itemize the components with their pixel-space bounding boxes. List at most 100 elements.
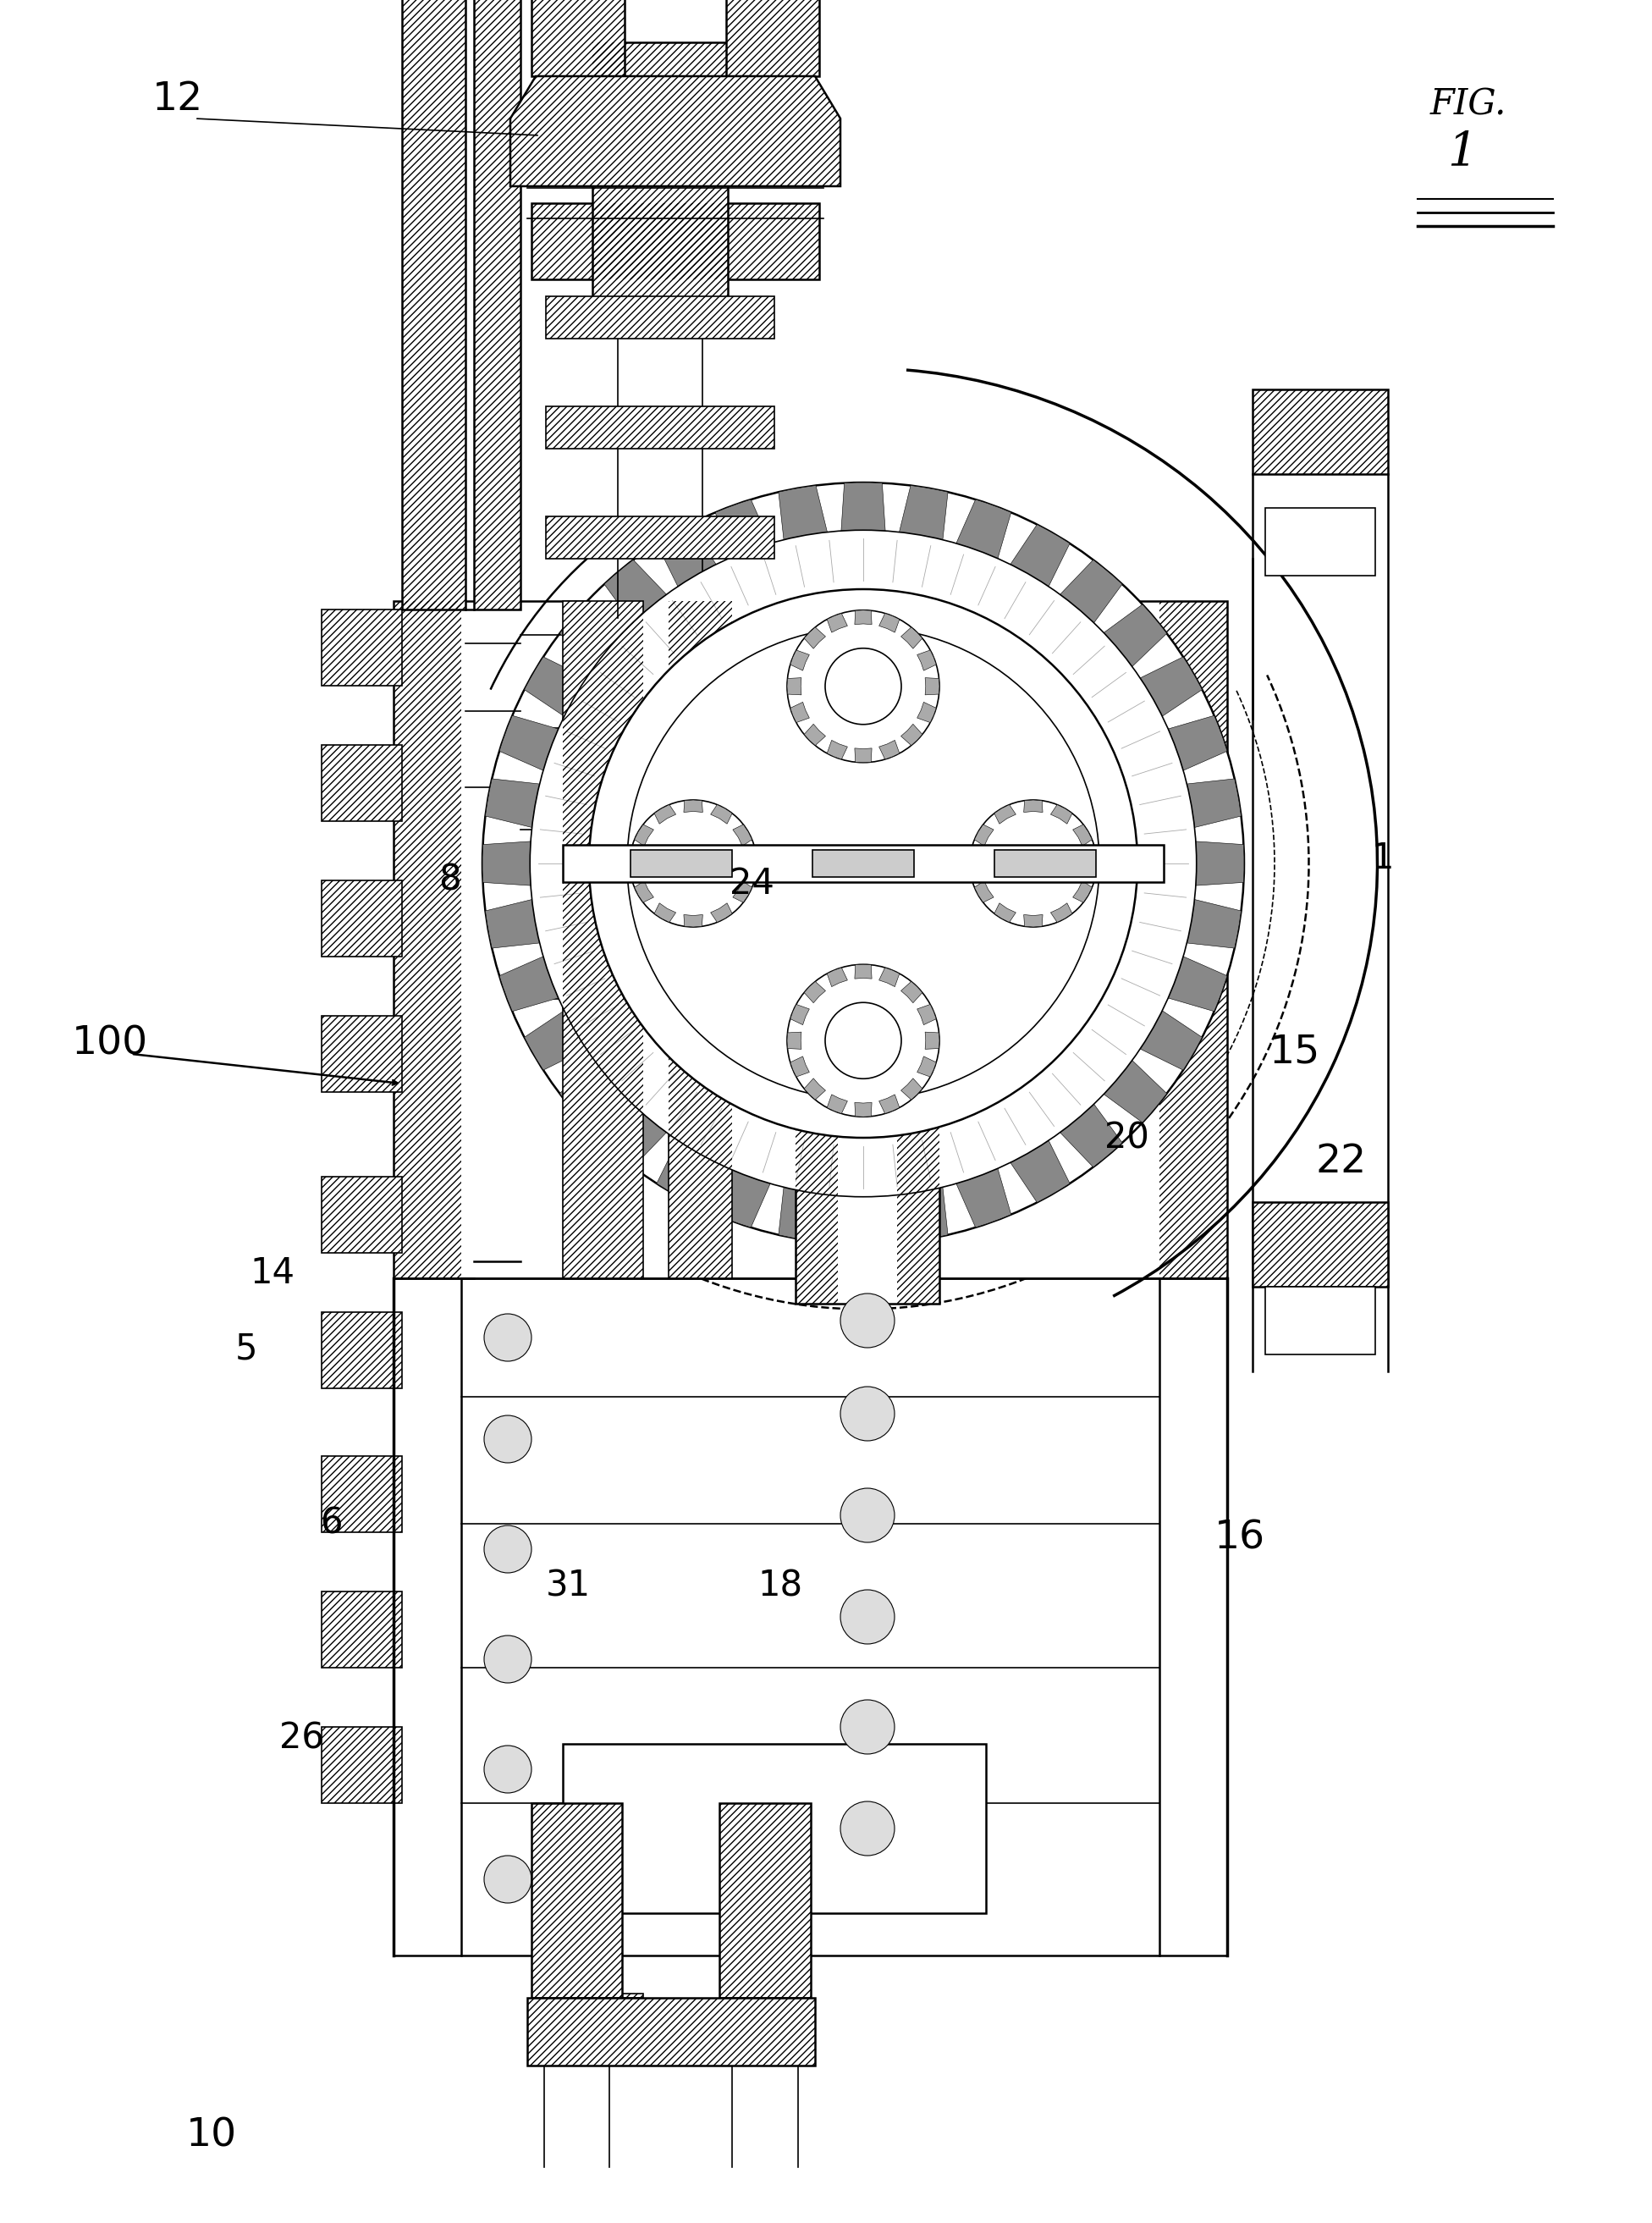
Polygon shape (995, 903, 1016, 923)
Polygon shape (900, 983, 922, 1003)
Bar (727, 0, 819, 76)
Polygon shape (900, 627, 922, 649)
Polygon shape (828, 740, 847, 760)
Polygon shape (560, 605, 623, 667)
Polygon shape (733, 880, 752, 903)
Text: 10: 10 (187, 2116, 238, 2154)
Polygon shape (524, 1011, 586, 1069)
Bar (532, 0, 624, 76)
Polygon shape (1051, 903, 1072, 923)
Polygon shape (854, 965, 872, 978)
Text: 16: 16 (1214, 1521, 1265, 1558)
Polygon shape (900, 1078, 922, 1100)
Circle shape (484, 1416, 532, 1463)
Bar (322, 745, 401, 820)
Bar (631, 849, 732, 878)
Polygon shape (684, 800, 702, 811)
Bar (322, 609, 401, 685)
Circle shape (786, 965, 940, 1116)
Polygon shape (854, 609, 872, 625)
Bar (563, 600, 643, 1278)
Bar (322, 609, 401, 685)
Polygon shape (828, 614, 847, 631)
Text: 8: 8 (438, 863, 461, 898)
Bar (1265, 507, 1374, 576)
Polygon shape (975, 880, 993, 903)
Text: 31: 31 (545, 1569, 591, 1605)
Bar (719, 1803, 811, 1998)
Text: 1: 1 (1371, 840, 1393, 876)
Polygon shape (1186, 778, 1241, 827)
Bar (322, 880, 401, 956)
Bar (436, 614, 724, 1278)
Polygon shape (790, 1056, 809, 1076)
Circle shape (629, 800, 757, 927)
Circle shape (824, 649, 902, 725)
Bar (322, 1592, 401, 1667)
Polygon shape (482, 840, 530, 885)
Polygon shape (1104, 605, 1166, 667)
Circle shape (484, 1525, 532, 1574)
Polygon shape (560, 1060, 623, 1123)
Polygon shape (1072, 880, 1092, 903)
Polygon shape (1061, 1105, 1122, 1167)
Polygon shape (510, 76, 841, 187)
Polygon shape (879, 740, 899, 760)
Bar (719, 1803, 811, 1998)
Bar (322, 1016, 401, 1091)
Polygon shape (1024, 800, 1042, 811)
Polygon shape (1024, 914, 1042, 927)
Bar (563, 1994, 643, 1998)
Polygon shape (1140, 1011, 1203, 1069)
Circle shape (484, 1856, 532, 1903)
Bar (393, 600, 461, 1278)
Bar (563, 845, 1163, 883)
Polygon shape (656, 525, 715, 587)
Bar (593, 42, 729, 331)
Polygon shape (499, 956, 558, 1011)
Bar (897, 711, 940, 1303)
Bar (527, 1998, 814, 2065)
Text: 18: 18 (758, 1569, 803, 1605)
Polygon shape (790, 702, 809, 722)
Bar (322, 745, 401, 820)
Polygon shape (995, 805, 1016, 825)
Circle shape (484, 1745, 532, 1794)
Polygon shape (841, 1196, 885, 1245)
Circle shape (970, 800, 1097, 927)
Polygon shape (879, 1094, 899, 1114)
Polygon shape (1168, 716, 1227, 771)
Polygon shape (486, 778, 540, 827)
Polygon shape (1072, 825, 1092, 847)
Bar (322, 1016, 401, 1091)
Polygon shape (1186, 900, 1241, 949)
Bar (796, 711, 838, 1303)
Bar (474, 0, 520, 609)
Bar (393, 600, 1227, 1278)
Bar (796, 711, 940, 1303)
Polygon shape (778, 485, 828, 540)
Bar (322, 880, 401, 956)
Polygon shape (684, 914, 702, 927)
Bar (1252, 1203, 1388, 1287)
Bar (593, 42, 729, 331)
Polygon shape (499, 716, 558, 771)
Polygon shape (654, 903, 676, 923)
Bar (532, 1803, 623, 1998)
Circle shape (482, 482, 1244, 1245)
Bar (532, 202, 819, 280)
Bar (322, 1312, 401, 1389)
Bar (322, 1456, 401, 1532)
Polygon shape (854, 1103, 872, 1116)
Bar (813, 849, 914, 878)
Bar (545, 516, 775, 558)
Bar (532, 0, 624, 76)
Bar (322, 1176, 401, 1254)
Text: 5: 5 (235, 1332, 258, 1367)
Polygon shape (970, 854, 981, 874)
Polygon shape (841, 482, 885, 531)
Bar (527, 1998, 814, 2065)
Polygon shape (605, 1105, 666, 1167)
Bar (1252, 389, 1388, 473)
Text: 14: 14 (249, 1256, 294, 1292)
